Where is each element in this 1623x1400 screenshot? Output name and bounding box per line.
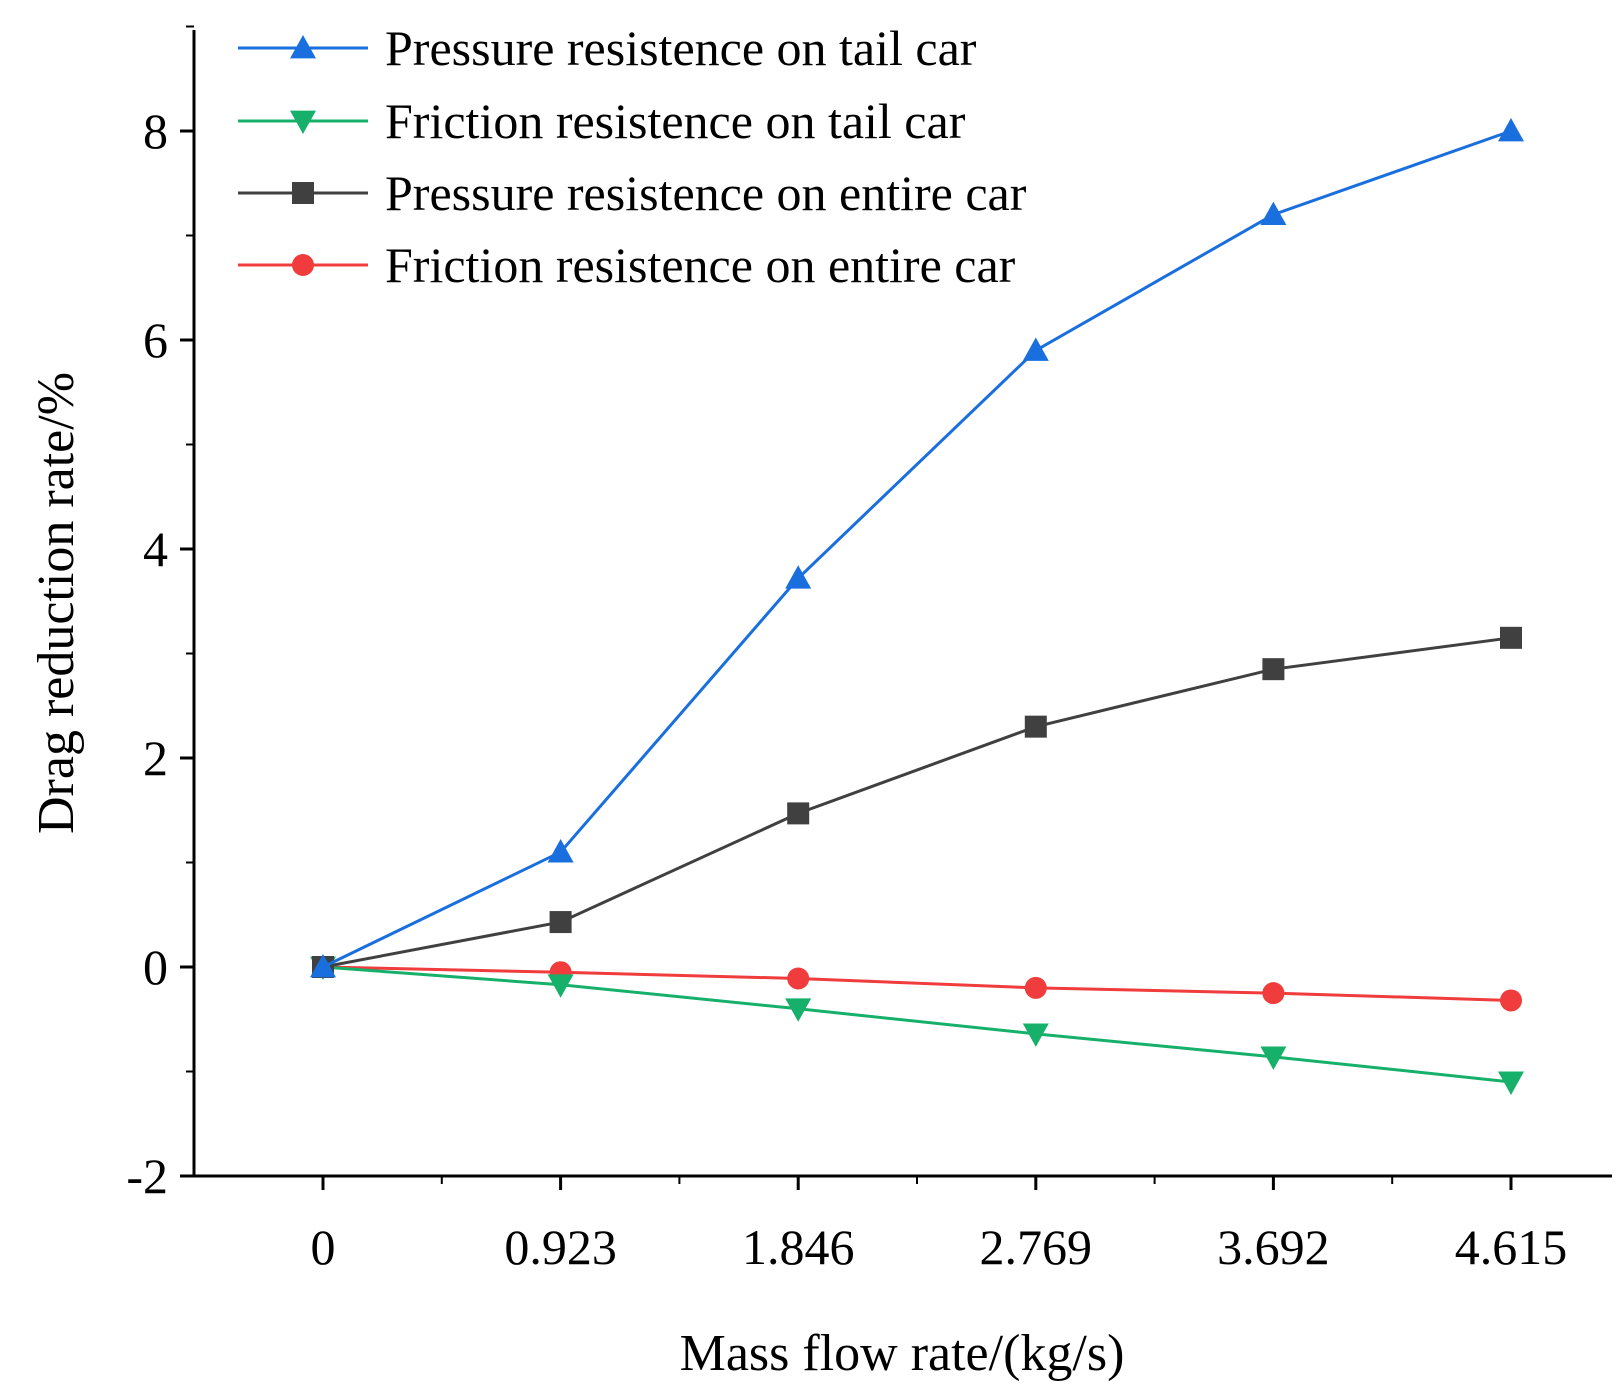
legend-label: Pressure resistence on entire car <box>385 165 1027 221</box>
data-point <box>547 974 574 998</box>
y-tick-label: 0 <box>143 939 168 995</box>
legend-item-4: Friction resistence on entire car <box>238 237 1016 293</box>
y-tick-label: 6 <box>143 312 168 368</box>
y-axis-title: Drag reduction rate/% <box>28 372 85 834</box>
data-point <box>1262 982 1285 1005</box>
legend-item-3: Pressure resistence on entire car <box>238 165 1027 221</box>
x-tick-label: 1.846 <box>742 1219 855 1275</box>
data-point <box>1262 658 1285 681</box>
data-point <box>1024 976 1047 999</box>
legend-marker <box>292 182 314 204</box>
series-4 <box>312 956 1522 1012</box>
data-point <box>549 911 572 934</box>
data-point <box>1022 337 1049 361</box>
data-point <box>1498 118 1524 142</box>
data-point <box>1498 1071 1524 1095</box>
legend-marker <box>290 110 316 134</box>
data-point <box>310 954 336 978</box>
data-point <box>1022 1023 1049 1047</box>
series-2 <box>310 956 1524 1095</box>
y-ticks: -2 0 2 4 6 8 <box>126 25 194 1204</box>
data-point <box>1500 626 1522 649</box>
data-point <box>787 802 810 825</box>
data-point <box>1260 1046 1287 1070</box>
y-tick-label: 2 <box>143 730 168 786</box>
data-point <box>785 998 812 1022</box>
legend-label: Pressure resistence on tail car <box>385 20 977 76</box>
x-axis-title: Mass flow rate/(kg/s) <box>680 1325 1125 1382</box>
data-point <box>785 565 812 589</box>
series-1 <box>310 118 1524 978</box>
legend: Pressure resistence on tail car Friction … <box>238 20 1027 293</box>
legend-label: Friction resistence on tail car <box>385 93 966 149</box>
series-3 <box>312 626 1522 978</box>
x-tick-label: 3.692 <box>1217 1219 1330 1275</box>
legend-marker <box>292 254 314 276</box>
axes <box>192 30 1612 1178</box>
series-line <box>322 636 1512 969</box>
x-tick-label: 0.923 <box>504 1219 617 1275</box>
data-point <box>547 839 574 863</box>
x-tick-label: 4.615 <box>1455 1219 1568 1275</box>
data-point <box>1024 715 1047 738</box>
legend-label: Friction resistence on entire car <box>385 237 1016 293</box>
legend-item-1: Pressure resistence on tail car <box>238 20 977 76</box>
series-line <box>322 965 1512 1002</box>
x-ticks: 0 0.923 1.846 2.769 3.692 4.615 <box>311 1176 1568 1275</box>
y-tick-label: -2 <box>126 1148 168 1204</box>
series-line <box>322 129 1512 969</box>
series <box>310 118 1524 1095</box>
x-tick-label: 2.769 <box>980 1219 1093 1275</box>
data-point <box>787 967 810 990</box>
y-tick-label: 8 <box>143 103 168 159</box>
legend-item-2: Friction resistence on tail car <box>238 93 966 149</box>
x-tick-label: 0 <box>311 1219 336 1275</box>
data-point <box>1500 989 1522 1012</box>
data-point <box>1260 201 1287 225</box>
series-line <box>322 965 1512 1084</box>
y-tick-label: 4 <box>143 521 168 577</box>
legend-marker <box>290 35 316 59</box>
